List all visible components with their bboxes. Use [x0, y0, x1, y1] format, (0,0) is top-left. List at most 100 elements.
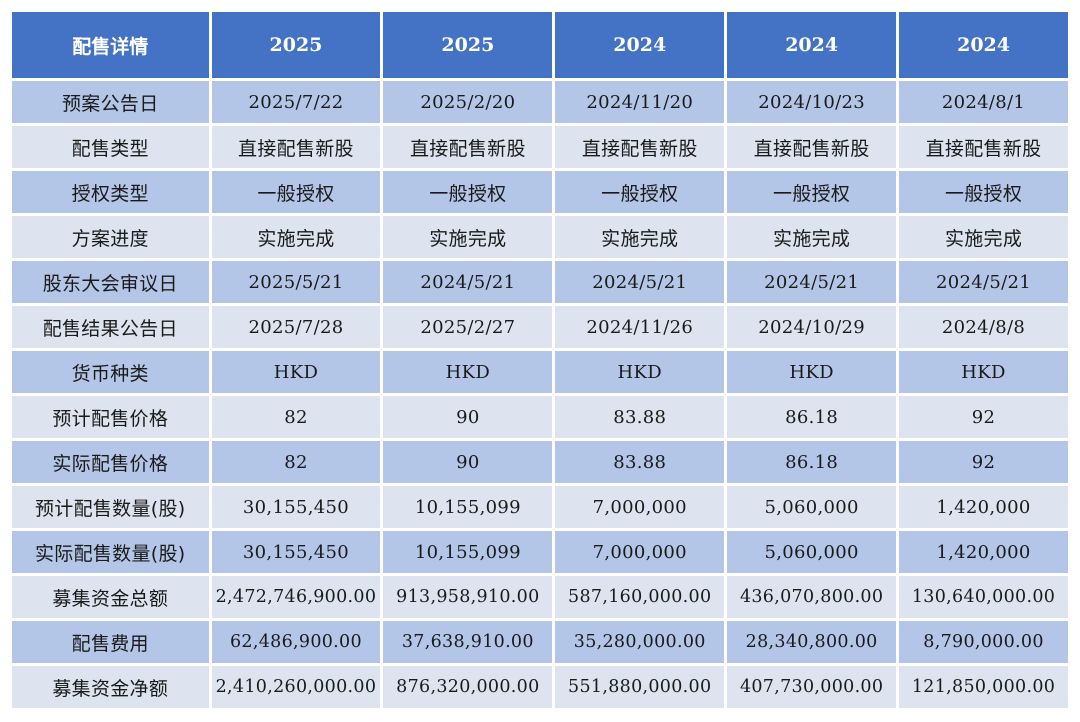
table-cell: HKD	[899, 351, 1068, 393]
table-row: 股东大会审议日 2025/5/21 2024/5/21 2024/5/21 20…	[12, 261, 1068, 303]
table-cell: 82	[211, 441, 381, 483]
table-cell: 436,070,800.00	[727, 576, 897, 618]
table-cell: 90	[383, 396, 553, 438]
table-row: 实际配售价格 82 90 83.88 86.18 92	[12, 441, 1068, 483]
row-label: 授权类型	[12, 171, 209, 213]
row-label: 配售类型	[12, 126, 209, 168]
table-cell: 2025/2/20	[383, 81, 553, 123]
table-cell: 30,155,450	[211, 531, 381, 573]
table-cell: 876,320,000.00	[383, 666, 553, 708]
table-cell: 587,160,000.00	[555, 576, 725, 618]
header-year: 2025	[383, 12, 553, 78]
table-row: 授权类型 一般授权 一般授权 一般授权 一般授权 一般授权	[12, 171, 1068, 213]
table-row: 募集资金总额 2,472,746,900.00 913,958,910.00 5…	[12, 576, 1068, 618]
row-label: 募集资金净额	[12, 666, 209, 708]
table-cell: 90	[383, 441, 553, 483]
table-cell: 10,155,099	[383, 531, 553, 573]
table-cell: 407,730,000.00	[727, 666, 897, 708]
table-cell: 551,880,000.00	[555, 666, 725, 708]
placement-details-table-wrap: 配售详情 2025 2025 2024 2024 2024 预案公告日 2025…	[12, 12, 1068, 711]
table-cell: 2024/8/8	[899, 306, 1068, 348]
table-cell: 913,958,910.00	[383, 576, 553, 618]
header-year: 2024	[727, 12, 897, 78]
table-cell: 2024/5/21	[899, 261, 1068, 303]
table-cell: 2024/10/23	[727, 81, 897, 123]
table-cell: 8,790,000.00	[899, 621, 1068, 663]
table-cell: 直接配售新股	[555, 126, 725, 168]
table-cell: 62,486,900.00	[211, 621, 381, 663]
table-cell: 2025/2/27	[383, 306, 553, 348]
header-label: 配售详情	[12, 12, 209, 78]
table-row: 配售类型 直接配售新股 直接配售新股 直接配售新股 直接配售新股 直接配售新股	[12, 126, 1068, 168]
table-cell: 121,850,000.00	[899, 666, 1068, 708]
row-label: 股东大会审议日	[12, 261, 209, 303]
table-cell: 直接配售新股	[899, 126, 1068, 168]
table-cell: 2024/5/21	[555, 261, 725, 303]
table-cell: 2025/7/28	[211, 306, 381, 348]
table-cell: HKD	[211, 351, 381, 393]
table-row: 配售费用 62,486,900.00 37,638,910.00 35,280,…	[12, 621, 1068, 663]
table-row: 募集资金净额 2,410,260,000.00 876,320,000.00 5…	[12, 666, 1068, 708]
row-label: 方案进度	[12, 216, 209, 258]
table-cell: 实施完成	[211, 216, 381, 258]
table-cell: 2024/11/26	[555, 306, 725, 348]
table-cell: 2024/5/21	[383, 261, 553, 303]
table-row: 预计配售数量(股) 30,155,450 10,155,099 7,000,00…	[12, 486, 1068, 528]
table-row: 货币种类 HKD HKD HKD HKD HKD	[12, 351, 1068, 393]
table-cell: 83.88	[555, 396, 725, 438]
table-cell: 实施完成	[727, 216, 897, 258]
table-row: 实际配售数量(股) 30,155,450 10,155,099 7,000,00…	[12, 531, 1068, 573]
table-cell: 1,420,000	[899, 486, 1068, 528]
table-cell: 28,340,800.00	[727, 621, 897, 663]
table-cell: 直接配售新股	[383, 126, 553, 168]
placement-details-table: 配售详情 2025 2025 2024 2024 2024 预案公告日 2025…	[9, 9, 1071, 711]
table-cell: 一般授权	[899, 171, 1068, 213]
table-cell: 1,420,000	[899, 531, 1068, 573]
table-cell: 2025/7/22	[211, 81, 381, 123]
table-cell: 2025/5/21	[211, 261, 381, 303]
table-cell: 82	[211, 396, 381, 438]
table-cell: 2024/10/29	[727, 306, 897, 348]
table-row: 配售结果公告日 2025/7/28 2025/2/27 2024/11/26 2…	[12, 306, 1068, 348]
table-cell: 2024/8/1	[899, 81, 1068, 123]
header-year: 2025	[211, 12, 381, 78]
header-year: 2024	[555, 12, 725, 78]
table-cell: 直接配售新股	[211, 126, 381, 168]
table-cell: 7,000,000	[555, 486, 725, 528]
row-label: 实际配售数量(股)	[12, 531, 209, 573]
table-cell: 一般授权	[727, 171, 897, 213]
row-label: 预案公告日	[12, 81, 209, 123]
table-cell: 86.18	[727, 396, 897, 438]
table-cell: 2,472,746,900.00	[211, 576, 381, 618]
header-row: 配售详情 2025 2025 2024 2024 2024	[12, 12, 1068, 78]
table-cell: 86.18	[727, 441, 897, 483]
table-cell: 10,155,099	[383, 486, 553, 528]
row-label: 实际配售价格	[12, 441, 209, 483]
table-cell: 一般授权	[383, 171, 553, 213]
row-label: 配售费用	[12, 621, 209, 663]
table-cell: 一般授权	[555, 171, 725, 213]
table-cell: 92	[899, 441, 1068, 483]
table-cell: 2,410,260,000.00	[211, 666, 381, 708]
header-year: 2024	[899, 12, 1068, 78]
table-cell: 2024/11/20	[555, 81, 725, 123]
table-cell: HKD	[555, 351, 725, 393]
row-label: 预计配售价格	[12, 396, 209, 438]
table-cell: 一般授权	[211, 171, 381, 213]
table-cell: HKD	[383, 351, 553, 393]
table-cell: 35,280,000.00	[555, 621, 725, 663]
table-cell: 130,640,000.00	[899, 576, 1068, 618]
row-label: 配售结果公告日	[12, 306, 209, 348]
table-cell: 实施完成	[383, 216, 553, 258]
table-cell: 5,060,000	[727, 486, 897, 528]
table-cell: 83.88	[555, 441, 725, 483]
table-cell: 直接配售新股	[727, 126, 897, 168]
table-cell: 92	[899, 396, 1068, 438]
table-cell: 7,000,000	[555, 531, 725, 573]
table-row: 方案进度 实施完成 实施完成 实施完成 实施完成 实施完成	[12, 216, 1068, 258]
table-cell: 实施完成	[899, 216, 1068, 258]
table-cell: 30,155,450	[211, 486, 381, 528]
table-row: 预计配售价格 82 90 83.88 86.18 92	[12, 396, 1068, 438]
row-label: 货币种类	[12, 351, 209, 393]
table-cell: 实施完成	[555, 216, 725, 258]
